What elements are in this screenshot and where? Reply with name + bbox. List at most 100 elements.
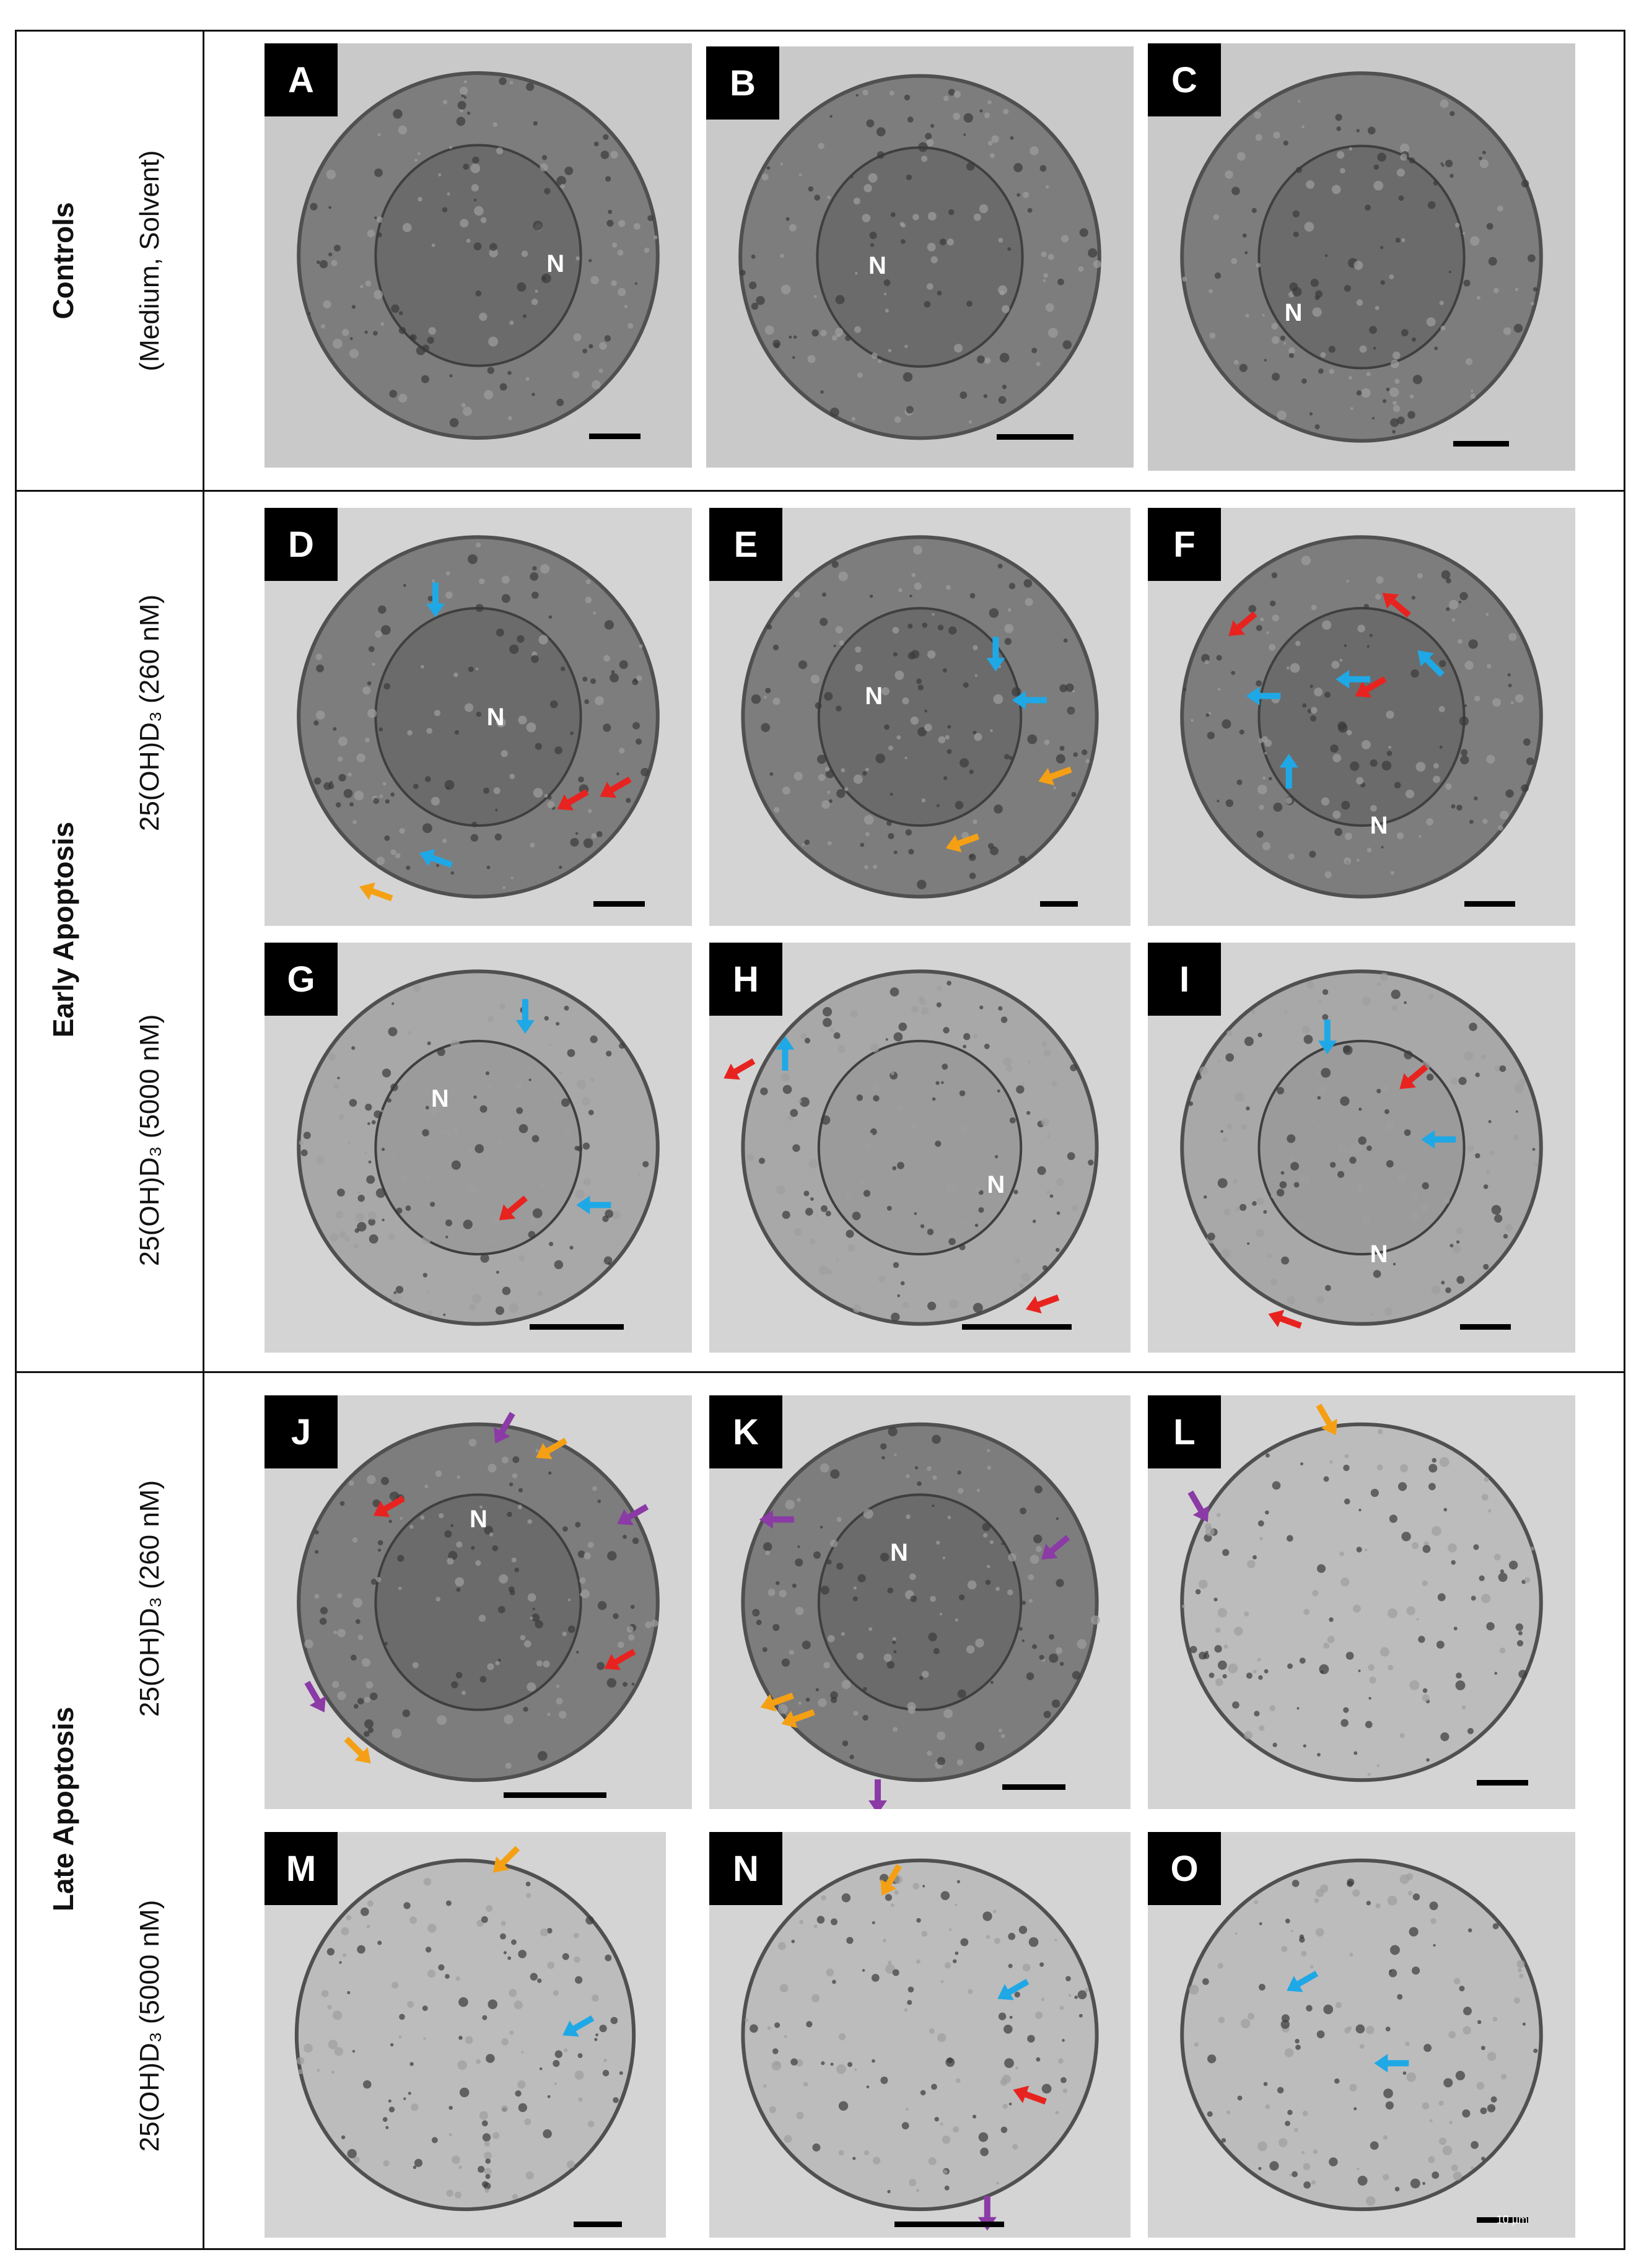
blue-arrow <box>576 1195 611 1215</box>
blue-arrow <box>1318 1019 1337 1055</box>
scale-bar <box>1477 2217 1529 2223</box>
purple-arrow <box>1041 1535 1070 1560</box>
row-sublabel-late-5000: 25(OH)D₃ (5000 nM) <box>134 1899 165 2152</box>
blue-arrow <box>776 1036 795 1071</box>
figure-frame: Controls (Medium, Solvent) Early Apoptos… <box>15 30 1625 2250</box>
blue-arrow <box>419 848 453 868</box>
row-sublabel-controls: (Medium, Solvent) <box>134 150 165 372</box>
panel-letter: B <box>706 46 779 120</box>
cell-image <box>709 1832 1130 2238</box>
nucleus-label: N <box>546 250 565 278</box>
panel-letter: H <box>709 943 782 1016</box>
scale-bar <box>529 1324 624 1330</box>
nucleus-label: N <box>431 1084 449 1112</box>
scale-bar <box>997 434 1074 440</box>
blue-arrow <box>562 2015 595 2037</box>
panel-letter: M <box>265 1832 338 1905</box>
scale-bar <box>573 2221 622 2227</box>
cell-image <box>709 508 1130 926</box>
panel-letter: N <box>709 1832 782 1905</box>
orange-arrow <box>359 882 393 902</box>
cell-image <box>709 943 1130 1353</box>
panel-letter: E <box>709 508 782 581</box>
micrograph-panel-n: N <box>709 1832 1130 2238</box>
blue-arrow <box>426 582 445 617</box>
micrograph-panel-o: O 10 µm <box>1148 1832 1575 2238</box>
scale-bar <box>1039 901 1078 907</box>
nucleus-label: N <box>1370 812 1388 839</box>
blue-arrow <box>1012 691 1047 710</box>
red-arrow <box>604 1649 636 1670</box>
cell-image <box>1148 508 1575 926</box>
panel-letter: K <box>709 1395 782 1468</box>
panel-letter: C <box>1148 43 1221 116</box>
nucleus-label: N <box>987 1171 1005 1198</box>
blue-arrow <box>1374 2054 1409 2073</box>
nucleus-label: N <box>865 682 883 710</box>
purple-arrow <box>494 1411 515 1444</box>
panel-letter: J <box>265 1395 338 1468</box>
nucleus-label: N <box>486 703 505 731</box>
orange-arrow <box>945 833 980 853</box>
blue-arrow <box>997 1979 1030 2000</box>
scale-bar <box>1477 1780 1529 1786</box>
panel-letter: F <box>1148 508 1221 581</box>
row-label-late: Late Apoptosis <box>47 1706 79 1912</box>
purple-arrow <box>868 1779 887 1809</box>
row-sublabel-late-260: 25(OH)D₃ (260 nM) <box>134 1480 165 1717</box>
blue-arrow <box>1336 669 1371 689</box>
panel-letter: D <box>265 508 338 581</box>
panel-letter: L <box>1148 1395 1221 1468</box>
nucleus-label: N <box>868 251 886 279</box>
red-arrow <box>1268 1309 1302 1329</box>
blue-arrow <box>1246 686 1281 705</box>
purple-arrow <box>304 1680 326 1712</box>
red-arrow <box>724 1058 756 1080</box>
red-arrow <box>600 776 632 798</box>
scale-bar <box>504 1792 606 1799</box>
scale-bar <box>589 434 641 440</box>
orange-arrow <box>1316 1403 1337 1436</box>
blue-arrow <box>986 637 1005 672</box>
purple-arrow <box>1187 1490 1209 1522</box>
red-arrow <box>1399 1064 1428 1089</box>
orange-arrow <box>760 1693 794 1712</box>
orange-arrow <box>1038 766 1072 786</box>
blue-arrow <box>1279 754 1298 789</box>
panel-letter: O <box>1148 1832 1221 1905</box>
red-arrow <box>557 789 589 811</box>
cell-image <box>265 1832 666 2238</box>
nucleus-label: N <box>1370 1241 1388 1268</box>
panel-letter: I <box>1148 943 1221 1016</box>
orange-arrow <box>344 1737 371 1764</box>
cell-image <box>265 1395 692 1809</box>
orange-arrow <box>536 1437 568 1459</box>
scale-bar <box>962 1324 1072 1330</box>
panel-letter: G <box>265 943 338 1016</box>
orange-arrow <box>493 1846 520 1873</box>
red-arrow <box>499 1195 528 1221</box>
column-divider <box>203 32 204 2248</box>
scale-bar <box>894 2221 1004 2227</box>
scale-bar <box>593 901 645 907</box>
red-arrow <box>1355 676 1387 698</box>
micrograph-panel-l: L <box>1148 1395 1575 1809</box>
scale-bar <box>1464 901 1516 907</box>
orange-arrow <box>880 1864 902 1896</box>
row-divider-1 <box>17 490 1624 492</box>
cell-image <box>1148 1832 1575 2238</box>
row-sublabel-early-260: 25(OH)D₃ (260 nM) <box>134 594 165 832</box>
row-label-early: Early Apoptosis <box>47 821 79 1038</box>
red-arrow <box>1382 593 1411 618</box>
row-divider-2 <box>17 1371 1624 1373</box>
red-arrow <box>1025 1294 1060 1314</box>
scale-bar <box>1453 440 1510 447</box>
blue-arrow <box>1287 1971 1319 1992</box>
